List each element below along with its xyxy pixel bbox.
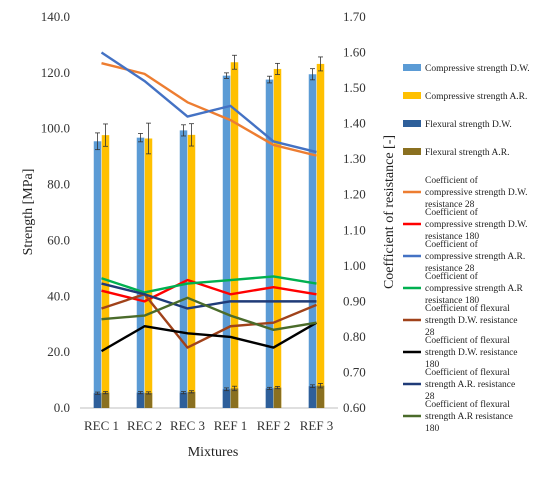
y-tick-label: 100.0	[41, 121, 70, 136]
y2-tick-label: 0.70	[343, 364, 366, 379]
y2-tick-label: 1.70	[343, 9, 366, 24]
y2-tick-label: 1.60	[343, 45, 366, 60]
y2-tick-label: 1.00	[343, 258, 366, 273]
series-line	[100, 321, 318, 353]
bar	[187, 391, 196, 408]
bar	[93, 393, 102, 408]
legend-label: Compressive strength A.R.	[425, 92, 527, 102]
y-tick-label: 0.0	[54, 400, 70, 415]
x-tick-label: REF 2	[257, 418, 291, 433]
series-line	[101, 62, 317, 157]
bar	[101, 135, 110, 408]
y-tick-label: 40.0	[47, 288, 70, 303]
legend-label: Flexural strength A.R.	[425, 148, 509, 158]
x-tick-label: REF 1	[214, 418, 248, 433]
series-line	[101, 278, 317, 303]
bar	[179, 392, 188, 408]
series-line	[101, 282, 317, 310]
legend-label: Coefficient of flexural strength A.R. res…	[425, 367, 515, 402]
bar	[230, 62, 239, 408]
bar	[144, 138, 153, 408]
bar	[136, 137, 145, 408]
legend-label: Coefficient of compressive strength A.R. r…	[425, 239, 525, 274]
y-tick-label: 60.0	[47, 232, 70, 247]
y2-tick-label: 1.20	[343, 187, 366, 202]
bar	[187, 134, 196, 408]
legend-label: Coefficient of compressive strength A.R re…	[425, 271, 524, 306]
y-tick-label: 140.0	[41, 9, 70, 24]
bar	[308, 386, 317, 408]
legend-label: Coefficient of flexural strength A.R resi…	[425, 399, 513, 434]
y2-tick-label: 0.90	[343, 293, 366, 308]
y2-tick-label: 1.50	[343, 80, 366, 95]
bar	[144, 392, 153, 408]
bar	[101, 392, 110, 408]
x-tick-label: REF 3	[300, 418, 334, 433]
legend-swatch	[403, 92, 421, 99]
bar	[230, 388, 239, 408]
legend-label: Coefficient of compressive strength D.W. r…	[425, 207, 528, 242]
series-line	[100, 51, 317, 154]
legend-label: Coefficient of flexural strength D.W. res…	[425, 335, 518, 370]
bar	[273, 387, 282, 408]
bar	[136, 392, 145, 408]
legend: Compressive strength D.W. Compressive str…	[403, 64, 530, 434]
legend-swatch	[403, 120, 421, 127]
bar	[265, 388, 274, 408]
bar	[179, 130, 188, 408]
x-tick-label: REC 2	[127, 418, 162, 433]
x-axis-title: Mixtures	[188, 445, 239, 460]
bar	[265, 79, 274, 408]
y2-axis-title: Coefficient of resistance [-]	[382, 135, 397, 289]
y2-tick-label: 0.80	[343, 329, 366, 344]
legend-swatch	[403, 64, 421, 71]
y2-tick-label: 1.40	[343, 116, 366, 131]
bar	[93, 141, 102, 408]
legend-label: Coefficient of flexural strength D.W. res…	[425, 303, 518, 338]
bar	[316, 63, 325, 409]
plot-area: 0.0 20.0 40.0 60.0 80.0 100.0 120.0 140.0 0.60 0.…	[41, 9, 366, 433]
legend-swatch	[403, 148, 421, 155]
y-tick-label: 80.0	[47, 177, 70, 192]
series-line	[101, 296, 317, 331]
y-tick-label: 20.0	[47, 344, 70, 359]
bar	[222, 75, 231, 409]
bar	[316, 385, 325, 408]
x-tick-label: REC 3	[170, 418, 205, 433]
series-line	[101, 275, 317, 294]
y2-tick-label: 1.10	[343, 222, 366, 237]
y2-tick-label: 1.30	[343, 151, 366, 166]
bar	[273, 68, 282, 408]
legend-label: Compressive strength D.W.	[425, 64, 530, 74]
y-axis-title: Strength [MPa]	[21, 169, 36, 256]
legend-label: Flexural strength D.W.	[425, 120, 512, 130]
legend-label: Coefficient of compressive strength D.W. r…	[425, 175, 528, 210]
y2-tick-label: 0.60	[343, 400, 366, 415]
bar	[222, 389, 231, 408]
y-tick-label: 120.0	[41, 65, 70, 80]
series-line	[101, 293, 317, 349]
x-tick-label: REC 1	[84, 418, 119, 433]
bar	[308, 74, 317, 408]
